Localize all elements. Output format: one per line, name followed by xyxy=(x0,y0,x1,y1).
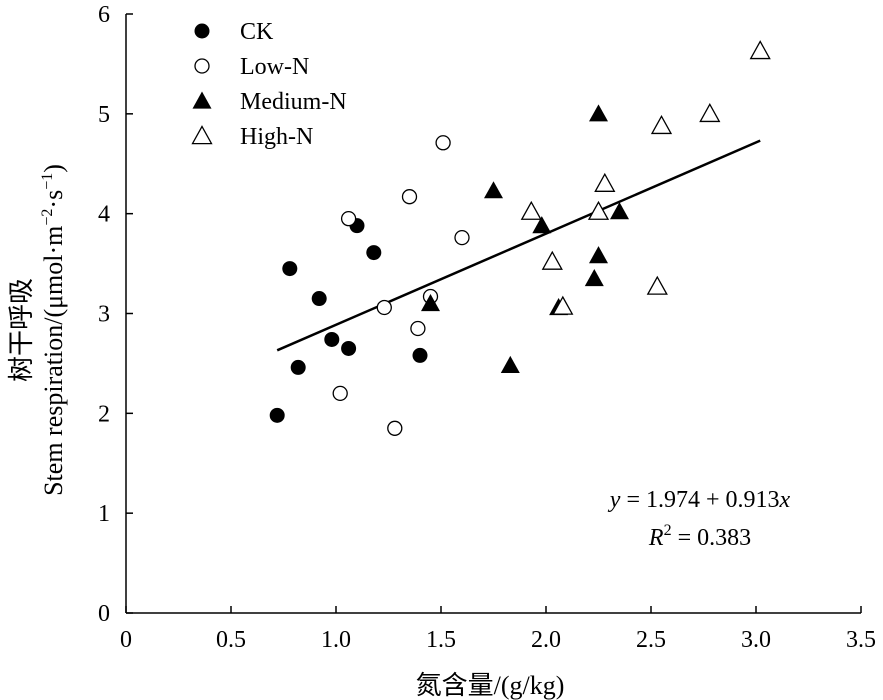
point-medium-n xyxy=(532,216,552,234)
y-label-sup2: −1 xyxy=(39,173,56,190)
y-axis-label-cn: 树干呼吸 xyxy=(7,278,36,382)
point-low-n xyxy=(401,189,418,205)
eq-body: = 1.974 + 0.913 xyxy=(620,487,779,513)
y-tick-label: 3 xyxy=(98,302,110,328)
point-high-n xyxy=(520,200,542,220)
data-points xyxy=(269,40,771,436)
r-value: = 0.383 xyxy=(672,525,752,551)
y-label-mid: ·s xyxy=(39,190,68,209)
point-ck xyxy=(269,407,285,423)
r-sup: 2 xyxy=(664,522,672,539)
legend-marker-high-n xyxy=(191,125,213,145)
point-ck xyxy=(290,359,306,375)
y-axis-label-en: Stem respiration/(μmol·m−2·s−1) xyxy=(39,164,68,496)
point-high-n xyxy=(552,295,574,315)
point-ck xyxy=(412,347,428,363)
point-medium-n xyxy=(589,246,608,264)
point-ck xyxy=(311,291,327,307)
eq-x-var: x xyxy=(779,487,791,513)
x-tick-label: 1.0 xyxy=(321,627,351,653)
point-ck xyxy=(324,331,340,347)
point-high-n xyxy=(749,40,771,60)
legend-label-low-n: Low-N xyxy=(240,54,309,80)
y-label-suffix: ) xyxy=(39,164,68,173)
point-high-n xyxy=(646,275,668,295)
point-medium-n xyxy=(610,202,629,220)
x-tick-label: 3.5 xyxy=(846,627,876,653)
y-tick-label: 2 xyxy=(98,401,110,427)
r-var: R xyxy=(648,525,664,551)
regression-line xyxy=(276,139,761,352)
regression-equation: y = 1.974 + 0.913x xyxy=(608,487,791,513)
point-high-n xyxy=(699,102,721,123)
legend-marker-ck xyxy=(194,23,210,39)
point-ck xyxy=(366,245,382,261)
point-ck xyxy=(282,261,298,277)
point-low-n xyxy=(435,135,451,151)
y-tick-label: 1 xyxy=(98,501,110,527)
point-high-n xyxy=(587,200,610,220)
point-medium-n xyxy=(484,181,503,199)
y-tick-label: 4 xyxy=(98,202,110,228)
legend-marker-low-n xyxy=(194,58,210,74)
point-low-n xyxy=(410,320,426,337)
legend: CK Low-N Medium-N High-N xyxy=(191,19,347,150)
point-ck xyxy=(341,340,357,356)
r-squared: R2 = 0.383 xyxy=(648,522,751,551)
point-medium-n xyxy=(589,104,608,122)
x-tick-label: 2.5 xyxy=(636,627,666,653)
y-tick-label: 0 xyxy=(98,601,110,627)
x-tick-label: 0.5 xyxy=(216,627,246,653)
point-medium-n xyxy=(500,355,520,374)
eq-y-var: y xyxy=(608,487,621,513)
point-low-n xyxy=(454,229,470,246)
x-axis-label: 氮含量/(g/kg) xyxy=(416,671,565,700)
legend-marker-medium-n xyxy=(192,91,212,109)
x-tick-label: 3.0 xyxy=(741,627,771,653)
y-label-prefix: Stem respiration/(μmol·m xyxy=(39,226,68,496)
point-low-n xyxy=(376,299,392,316)
point-low-n xyxy=(340,211,357,227)
y-tick-label: 6 xyxy=(98,2,110,28)
axes: 0 0.5 1.0 1.5 2.0 2.5 3.0 3.5 0 1 2 3 4 5 6 xyxy=(98,2,876,653)
point-high-n xyxy=(541,250,563,270)
x-tick-label: 2.0 xyxy=(531,627,561,653)
point-high-n xyxy=(650,114,673,135)
y-label-sup1: −2 xyxy=(39,209,56,226)
legend-label-high-n: High-N xyxy=(240,124,313,150)
x-tick-label: 0 xyxy=(120,627,132,653)
point-low-n xyxy=(387,420,403,436)
y-tick-label: 5 xyxy=(98,102,110,128)
point-medium-n xyxy=(421,294,440,312)
fit-line-group xyxy=(276,139,761,352)
point-medium-n xyxy=(584,269,604,287)
legend-label-medium-n: Medium-N xyxy=(240,89,347,115)
legend-label-ck: CK xyxy=(240,19,274,45)
point-low-n xyxy=(332,385,348,402)
point-high-n xyxy=(594,172,616,192)
x-tick-label: 1.5 xyxy=(426,627,456,653)
